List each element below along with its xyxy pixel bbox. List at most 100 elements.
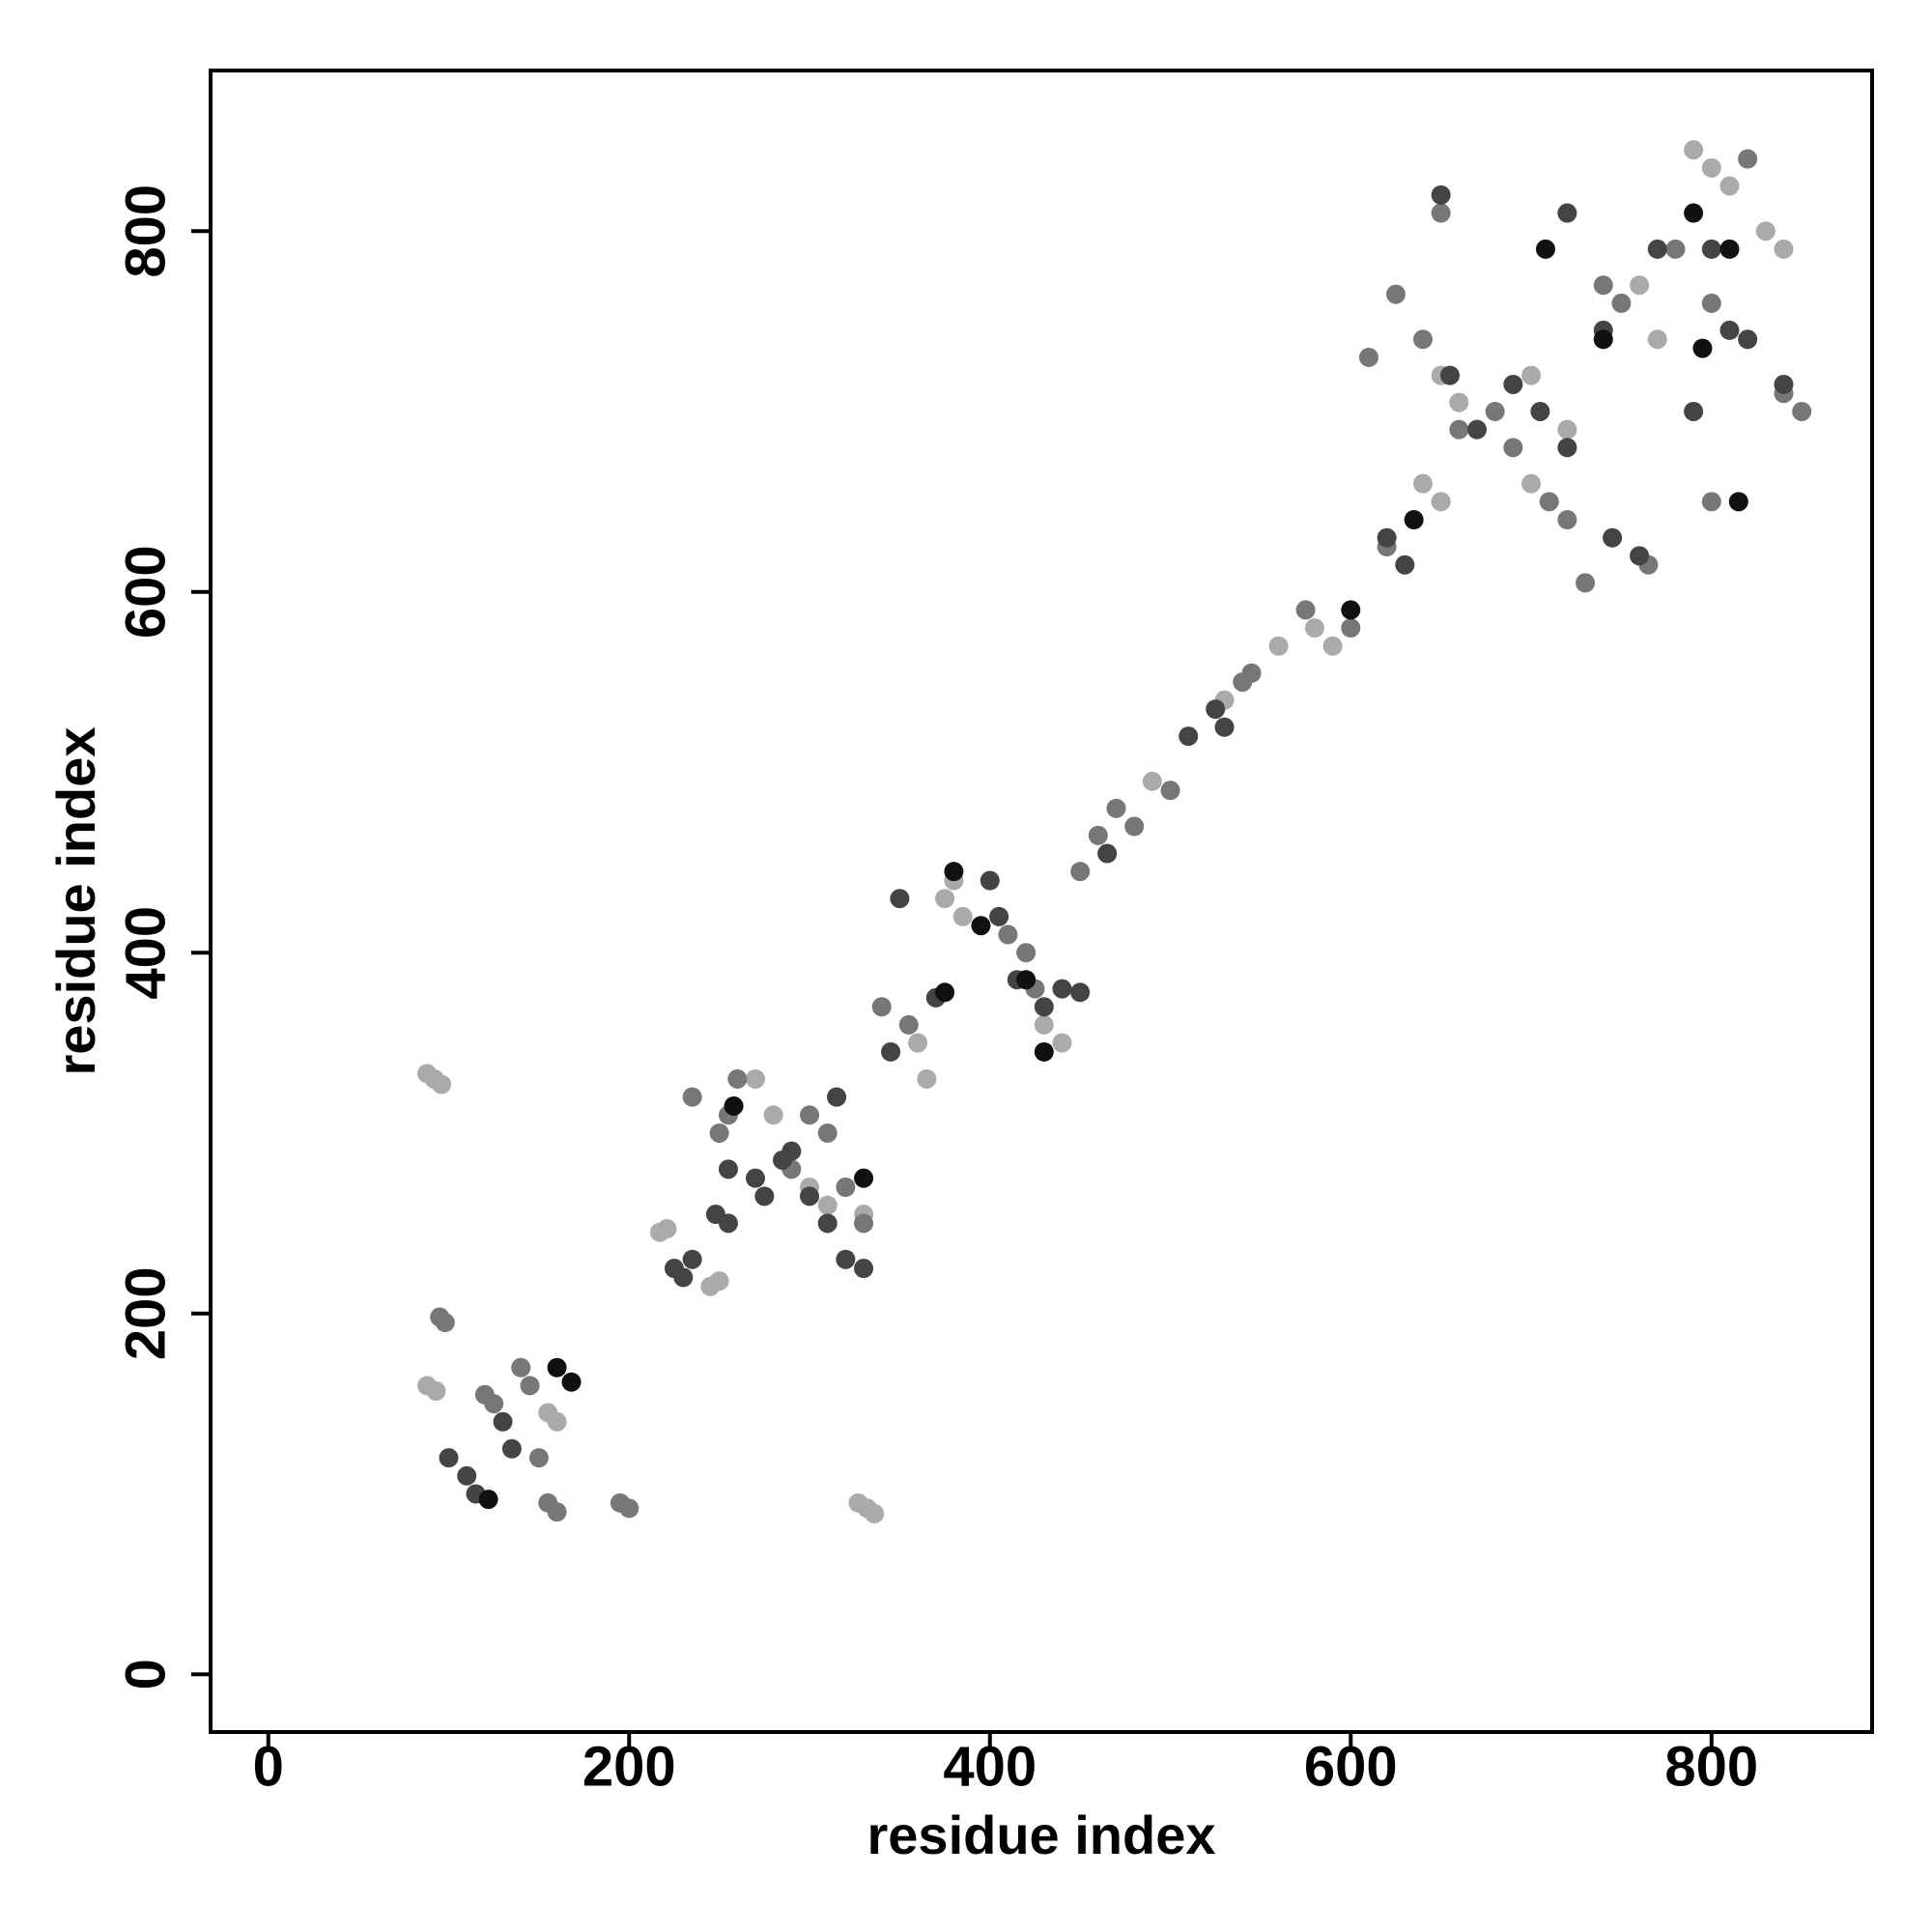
x-tick-label: 0 — [253, 1735, 284, 1798]
point — [501, 1438, 522, 1459]
point — [1557, 419, 1577, 440]
point — [1124, 816, 1145, 837]
point — [1701, 293, 1721, 313]
point — [1719, 320, 1740, 340]
point — [673, 1267, 694, 1288]
point — [1034, 1014, 1054, 1035]
point — [980, 870, 1000, 891]
point — [1755, 221, 1776, 242]
point — [1535, 239, 1555, 259]
point — [1738, 149, 1758, 169]
point — [817, 1122, 838, 1143]
y-tick-label: 200 — [114, 1266, 177, 1360]
point — [1521, 473, 1542, 494]
point — [1630, 275, 1650, 296]
point — [1449, 419, 1469, 440]
point — [800, 1186, 820, 1207]
point — [898, 1014, 919, 1035]
point — [1593, 329, 1613, 350]
point — [745, 1068, 765, 1089]
point — [484, 1394, 504, 1414]
point — [871, 997, 892, 1017]
point — [1431, 492, 1451, 512]
point — [854, 1213, 874, 1234]
point — [1214, 717, 1235, 737]
point — [935, 982, 955, 1003]
point — [1431, 203, 1451, 223]
y-axis-title: residue index — [45, 726, 106, 1075]
point — [1539, 492, 1559, 512]
point — [1485, 401, 1505, 421]
point — [1412, 473, 1433, 494]
point — [1179, 726, 1199, 747]
point — [426, 1381, 446, 1402]
point — [1728, 492, 1748, 512]
point — [1241, 663, 1262, 683]
point — [817, 1195, 838, 1215]
point — [1097, 843, 1118, 864]
point — [528, 1448, 549, 1468]
point — [520, 1376, 540, 1396]
point — [1295, 600, 1316, 620]
point — [1034, 1041, 1054, 1062]
point — [827, 1087, 847, 1107]
point — [989, 906, 1009, 926]
point — [881, 1041, 901, 1062]
point — [908, 1033, 928, 1053]
point — [1719, 176, 1740, 196]
point — [1684, 203, 1704, 223]
point — [547, 1411, 567, 1432]
point — [854, 1168, 874, 1188]
point — [1404, 510, 1424, 530]
point — [854, 1259, 874, 1279]
point — [944, 862, 964, 882]
point — [998, 924, 1018, 945]
point — [1557, 510, 1577, 530]
point — [1106, 798, 1126, 818]
point — [1557, 438, 1577, 458]
point — [1701, 239, 1721, 259]
point — [935, 889, 955, 909]
point — [493, 1411, 513, 1432]
point — [1358, 347, 1378, 367]
plot-frame — [209, 69, 1874, 1734]
point — [682, 1249, 702, 1269]
point — [971, 916, 991, 936]
point — [1603, 527, 1623, 548]
point — [432, 1074, 452, 1094]
point — [1774, 239, 1794, 259]
point — [435, 1313, 455, 1333]
point — [1341, 618, 1361, 639]
point — [1034, 997, 1054, 1017]
point — [865, 1504, 885, 1524]
point — [1016, 970, 1037, 990]
point — [1395, 554, 1415, 575]
point — [890, 889, 910, 909]
point — [547, 1357, 567, 1378]
y-tick-label: 600 — [114, 545, 177, 639]
point — [1576, 573, 1596, 593]
point — [1647, 329, 1667, 350]
point — [1692, 338, 1713, 358]
y-tick-label: 0 — [114, 1659, 177, 1690]
point — [1341, 600, 1361, 620]
point — [1304, 618, 1324, 639]
point — [478, 1490, 498, 1510]
x-axis-title: residue index — [867, 1804, 1215, 1865]
x-tick-label: 400 — [943, 1735, 1037, 1798]
point — [1377, 527, 1397, 548]
point — [1719, 239, 1740, 259]
point — [836, 1249, 856, 1269]
point — [1052, 979, 1072, 999]
point — [917, 1068, 937, 1089]
point — [1503, 374, 1523, 394]
point — [1449, 392, 1469, 412]
y-tick-label: 400 — [114, 906, 177, 1000]
point — [1322, 636, 1343, 656]
point — [1557, 203, 1577, 223]
point — [718, 1159, 738, 1179]
point — [1630, 546, 1650, 566]
point — [1738, 329, 1758, 350]
point — [1206, 699, 1226, 720]
point — [1701, 157, 1721, 178]
